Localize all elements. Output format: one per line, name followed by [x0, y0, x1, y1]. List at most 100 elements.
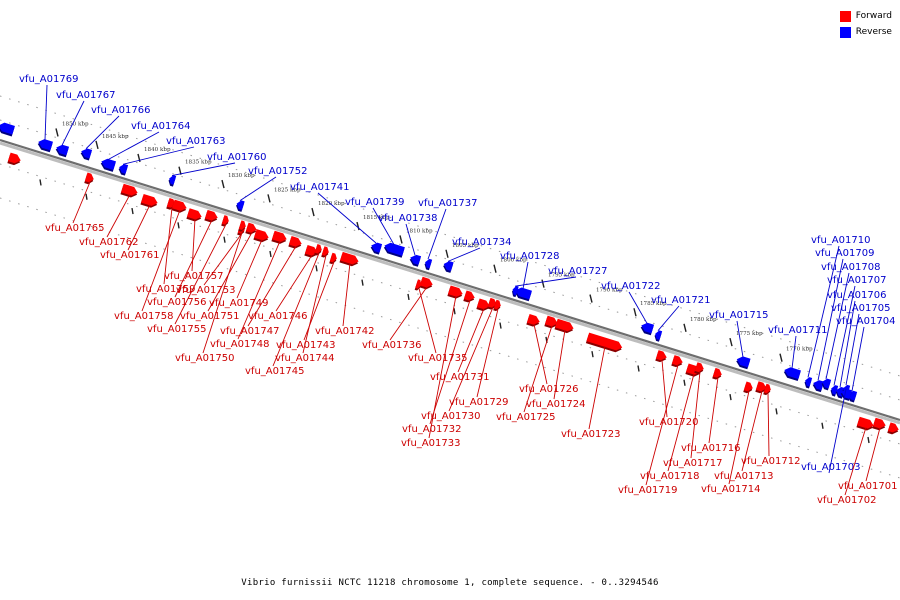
gene-glyph-vfu_A01726[interactable] — [526, 314, 541, 328]
gene-glyph-vfu_A01715[interactable] — [735, 355, 751, 370]
gene-glyph-vfu_A01732[interactable] — [463, 290, 476, 303]
gene-label[interactable]: vfu_A01731 — [430, 372, 489, 383]
gene-label[interactable]: vfu_A01745 — [245, 366, 304, 377]
gene-glyph-vfu_A01745[interactable] — [314, 244, 323, 256]
gene-glyph-vfu_A01702[interactable] — [856, 416, 875, 432]
gene-glyph-vfu_A01751[interactable] — [245, 222, 258, 236]
gene-label[interactable]: vfu_A01746 — [248, 311, 307, 322]
gene-glyph-vfu_A01710[interactable] — [803, 376, 813, 389]
gene-glyph-vfu_A01713[interactable] — [755, 381, 768, 394]
gene-label[interactable]: vfu_A01762 — [79, 237, 138, 248]
gene-label[interactable]: vfu_A01750 — [175, 353, 234, 364]
gene-glyph-vfu_A01717[interactable] — [694, 362, 705, 375]
gene-label[interactable]: vfu_A01758 — [114, 311, 173, 322]
gene-label[interactable]: vfu_A01707 — [827, 275, 886, 286]
gene-glyph-vfu_A01728[interactable] — [513, 286, 532, 302]
gene-label[interactable]: vfu_A01744 — [275, 353, 334, 364]
gene-glyph-vfu_A01758[interactable] — [171, 199, 188, 215]
gene-glyph-vfu_A01719[interactable] — [671, 355, 684, 368]
gene-glyph-vfu_A01736[interactable] — [419, 276, 434, 291]
gene-label[interactable]: vfu_A01742 — [315, 326, 374, 337]
gene-label[interactable]: vfu_A01728 — [500, 251, 559, 262]
gene-label[interactable]: vfu_A01761 — [100, 250, 159, 261]
gene-glyph-vfu_A01761[interactable] — [140, 193, 159, 209]
gene-glyph-vfu_A01767[interactable] — [54, 143, 70, 158]
gene-label[interactable]: vfu_A01760 — [207, 152, 266, 163]
gene-label[interactable]: vfu_A01759 — [136, 284, 195, 295]
gene-glyph-vfu_A01722[interactable] — [639, 321, 655, 336]
gene-glyph-vfu_A01760[interactable] — [167, 174, 177, 187]
gene-label[interactable]: vfu_A01748 — [210, 339, 269, 350]
gene-label[interactable]: vfu_A01757 — [164, 271, 223, 282]
gene-label[interactable]: vfu_A01738 — [378, 213, 437, 224]
gene-label[interactable]: vfu_A01766 — [91, 105, 150, 116]
gene-glyph-vfu_A01769[interactable] — [36, 138, 54, 153]
gene-glyph-vfu_A01721[interactable] — [653, 330, 663, 342]
gene-glyph-vfu_A01768[interactable] — [7, 152, 22, 167]
gene-glyph-vfu_A01727[interactable] — [511, 285, 519, 298]
gene-glyph-vfu_A01766[interactable] — [79, 147, 93, 161]
gene-glyph-vfu_A01725[interactable] — [544, 315, 559, 330]
gene-glyph-vfu_A01723[interactable] — [585, 332, 624, 354]
gene-label[interactable]: vfu_A01722 — [601, 281, 660, 292]
gene-glyph-vfu_A01703[interactable] — [839, 387, 853, 401]
gene-label[interactable]: vfu_A01756 — [147, 297, 206, 308]
gene-label[interactable]: vfu_A01743 — [276, 340, 335, 351]
gene-label[interactable]: vfu_A01717 — [663, 458, 722, 469]
gene-glyph-vfu_A01742[interactable] — [339, 251, 359, 268]
gene-label[interactable]: vfu_A01723 — [561, 429, 620, 440]
gene-glyph-vfu_A01749[interactable] — [253, 229, 270, 244]
gene-label[interactable]: vfu_A01729 — [449, 397, 508, 408]
gene-glyph-vfu_A01729[interactable] — [493, 299, 502, 312]
gene-label[interactable]: vfu_A01721 — [651, 295, 710, 306]
gene-glyph-vfu_A01752[interactable] — [235, 199, 245, 212]
gene-glyph-vfu_A01746[interactable] — [304, 244, 319, 259]
gene-glyph-vfu_A01747[interactable] — [288, 236, 303, 250]
gene-label[interactable]: vfu_A01736 — [362, 340, 421, 351]
gene-label[interactable]: vfu_A01706 — [827, 290, 886, 301]
gene-label[interactable]: vfu_A01763 — [166, 136, 225, 147]
gene-label[interactable]: vfu_A01703 — [801, 462, 860, 473]
gene-label[interactable]: vfu_A01765 — [45, 223, 104, 234]
gene-label[interactable]: vfu_A01718 — [640, 471, 699, 482]
gene-glyph-vfu_A01720[interactable] — [655, 350, 668, 363]
gene-label[interactable]: vfu_A01741 — [290, 182, 349, 193]
gene-label[interactable]: vfu_A01724 — [526, 399, 585, 410]
gene-label[interactable]: vfu_A01719 — [618, 485, 677, 496]
gene-label[interactable]: vfu_A01702 — [817, 495, 876, 506]
gene-label[interactable]: vfu_A01712 — [741, 456, 800, 467]
gene-label[interactable]: vfu_A01764 — [131, 121, 190, 132]
gene-glyph-vfu_A01716[interactable] — [712, 367, 723, 381]
gene-label[interactable]: vfu_A01715 — [709, 310, 768, 321]
gene-label[interactable]: vfu_A01725 — [496, 412, 555, 423]
gene-glyph-vfu_A01708[interactable] — [820, 377, 832, 391]
gene-glyph-vfu_A01741[interactable] — [369, 241, 383, 255]
gene-glyph-vfu_A01730[interactable] — [487, 297, 498, 311]
gene-label[interactable]: vfu_A01769 — [19, 74, 78, 85]
gene-glyph-vfu_A01757[interactable] — [186, 208, 203, 223]
gene-label[interactable]: vfu_A01704 — [836, 316, 895, 327]
gene-label[interactable]: vfu_A01713 — [714, 471, 773, 482]
gene-glyph-vfu_A01700[interactable] — [887, 422, 900, 435]
gene-glyph-vfu_A01744[interactable] — [321, 246, 330, 258]
gene-label[interactable]: vfu_A01701 — [838, 481, 897, 492]
gene-glyph-vfu_A01735[interactable] — [414, 279, 423, 291]
gene-glyph-vfu_A01765[interactable] — [84, 172, 95, 186]
gene-label[interactable]: vfu_A01716 — [681, 443, 740, 454]
gene-label[interactable]: vfu_A01747 — [220, 326, 279, 337]
gene-label[interactable]: vfu_A01734 — [452, 237, 511, 248]
gene-label[interactable]: vfu_A01732 — [402, 424, 461, 435]
gene-glyph-vfu_A01750[interactable] — [238, 220, 247, 232]
gene-glyph-vfu_A01743[interactable] — [329, 252, 338, 265]
gene-glyph-vfu_A01756[interactable] — [204, 209, 219, 224]
gene-label[interactable]: vfu_A01767 — [56, 90, 115, 101]
gene-label[interactable]: vfu_A01710 — [811, 235, 870, 246]
gene-glyph-vfu_A01709[interactable] — [811, 379, 825, 393]
gene-glyph-vfu_A01748[interactable] — [271, 230, 288, 246]
gene-label[interactable]: vfu_A01720 — [639, 417, 698, 428]
gene-label[interactable]: vfu_A01730 — [421, 411, 480, 422]
gene-label[interactable]: vfu_A01733 — [401, 438, 460, 449]
gene-label[interactable]: vfu_A01755 — [147, 324, 206, 335]
gene-glyph-vfu_A01733[interactable] — [447, 285, 464, 300]
gene-glyph-vfu_A01712[interactable] — [763, 383, 772, 396]
